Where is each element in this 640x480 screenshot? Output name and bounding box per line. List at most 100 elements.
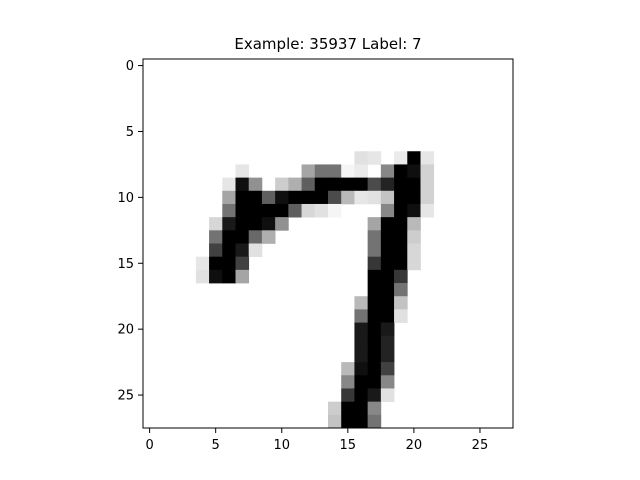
pixel-cell: [367, 256, 382, 271]
pixel-cell: [367, 401, 382, 416]
pixel-cell: [367, 348, 382, 363]
pixel-cell: [407, 151, 421, 165]
pixel-cell: [394, 269, 408, 284]
pixel-cell: [367, 296, 382, 310]
x-tick-label: 15: [340, 438, 357, 453]
pixel-cell: [235, 190, 250, 205]
pixel-cell: [367, 388, 382, 402]
pixel-cell: [380, 283, 395, 297]
pixel-cell: [341, 190, 355, 205]
pixel-cell: [341, 362, 355, 376]
pixel-cell: [354, 335, 368, 350]
pixel-cell: [235, 230, 250, 244]
x-tick-label: 10: [273, 438, 290, 453]
pixel-cell: [380, 256, 395, 271]
pixel-cell: [380, 190, 395, 205]
pixel-cell: [222, 230, 236, 244]
pixel-cell: [407, 243, 421, 258]
pixel-cell: [394, 217, 408, 231]
pixel-cell: [275, 217, 289, 231]
pixel-cell: [275, 203, 289, 218]
pixel-cell: [420, 177, 435, 192]
pixel-cell: [367, 309, 382, 323]
pixel-cell: [328, 203, 342, 218]
pixel-cell: [261, 190, 276, 205]
pixel-cell: [367, 322, 382, 337]
y-tick-label: 25: [117, 389, 134, 404]
pixel-cell: [222, 269, 236, 284]
plot-background: [143, 59, 513, 428]
pixel-cell: [380, 309, 395, 323]
pixel-cell: [394, 203, 408, 218]
pixel-cell: [235, 256, 250, 271]
plot-area: [142, 58, 514, 429]
pixel-cell: [341, 164, 355, 178]
pixel-cell: [288, 190, 302, 205]
pixel-cell: [341, 401, 355, 416]
pixel-cell: [380, 388, 395, 402]
pixel-cell: [394, 296, 408, 310]
pixel-cell: [367, 190, 382, 205]
pixel-cell: [209, 217, 223, 231]
pixel-cell: [367, 375, 382, 389]
pixel-cell: [314, 177, 329, 192]
pixel-cell: [354, 388, 368, 402]
pixel-cell: [407, 217, 421, 231]
pixel-cell: [354, 177, 368, 192]
pixel-cell: [367, 230, 382, 244]
pixel-cell: [367, 243, 382, 258]
x-tick-label: 5: [212, 438, 220, 453]
pixel-cell: [235, 217, 250, 231]
pixel-cell: [407, 256, 421, 271]
pixel-cell: [222, 243, 236, 258]
pixel-cell: [288, 203, 302, 218]
pixel-cell: [195, 269, 210, 284]
pixel-cell: [380, 375, 395, 389]
pixel-cell: [394, 164, 408, 178]
pixel-cell: [328, 177, 342, 192]
pixel-cell: [367, 269, 382, 284]
pixel-cell: [354, 322, 368, 337]
x-axis: 0 5 10 15 20 25: [145, 428, 488, 453]
pixel-cell: [380, 243, 395, 258]
pixel-cell: [341, 177, 355, 192]
pixel-cell: [235, 203, 250, 218]
pixel-cell: [380, 230, 395, 244]
pixel-cell: [209, 230, 223, 244]
pixel-cell: [367, 283, 382, 297]
pixel-cell: [380, 348, 395, 363]
pixel-cell: [354, 164, 368, 178]
pixel-cell: [394, 309, 408, 323]
pixel-cell: [380, 217, 395, 231]
pixel-cell: [420, 151, 435, 165]
pixel-cell: [209, 243, 223, 258]
pixel-cell: [314, 203, 329, 218]
pixel-cell: [328, 164, 342, 178]
pixel-cell: [394, 243, 408, 258]
pixel-cell: [275, 190, 289, 205]
pixel-cell: [380, 322, 395, 337]
y-tick-label: 15: [117, 257, 134, 272]
pixel-cell: [209, 269, 223, 284]
pixel-cell: [407, 164, 421, 178]
pixel-cell: [248, 190, 263, 205]
pixel-cell: [354, 401, 368, 416]
chart-title: Example: 35937 Label: 7: [234, 35, 421, 53]
pixel-cell: [367, 335, 382, 350]
pixel-cell: [354, 309, 368, 323]
pixel-cell: [222, 203, 236, 218]
pixel-cell: [367, 177, 382, 192]
pixel-cell: [248, 203, 263, 218]
pixel-cell: [301, 177, 316, 192]
pixel-cell: [394, 151, 408, 165]
pixel-cell: [367, 217, 382, 231]
pixel-cell: [394, 283, 408, 297]
pixel-cell: [248, 177, 263, 192]
pixel-cell: [288, 177, 302, 192]
pixel-cell: [380, 203, 395, 218]
pixel-cell: [209, 256, 223, 271]
pixel-cell: [380, 269, 395, 284]
pixel-cell: [261, 217, 276, 231]
pixel-cell: [394, 190, 408, 205]
pixel-cell: [328, 401, 342, 416]
